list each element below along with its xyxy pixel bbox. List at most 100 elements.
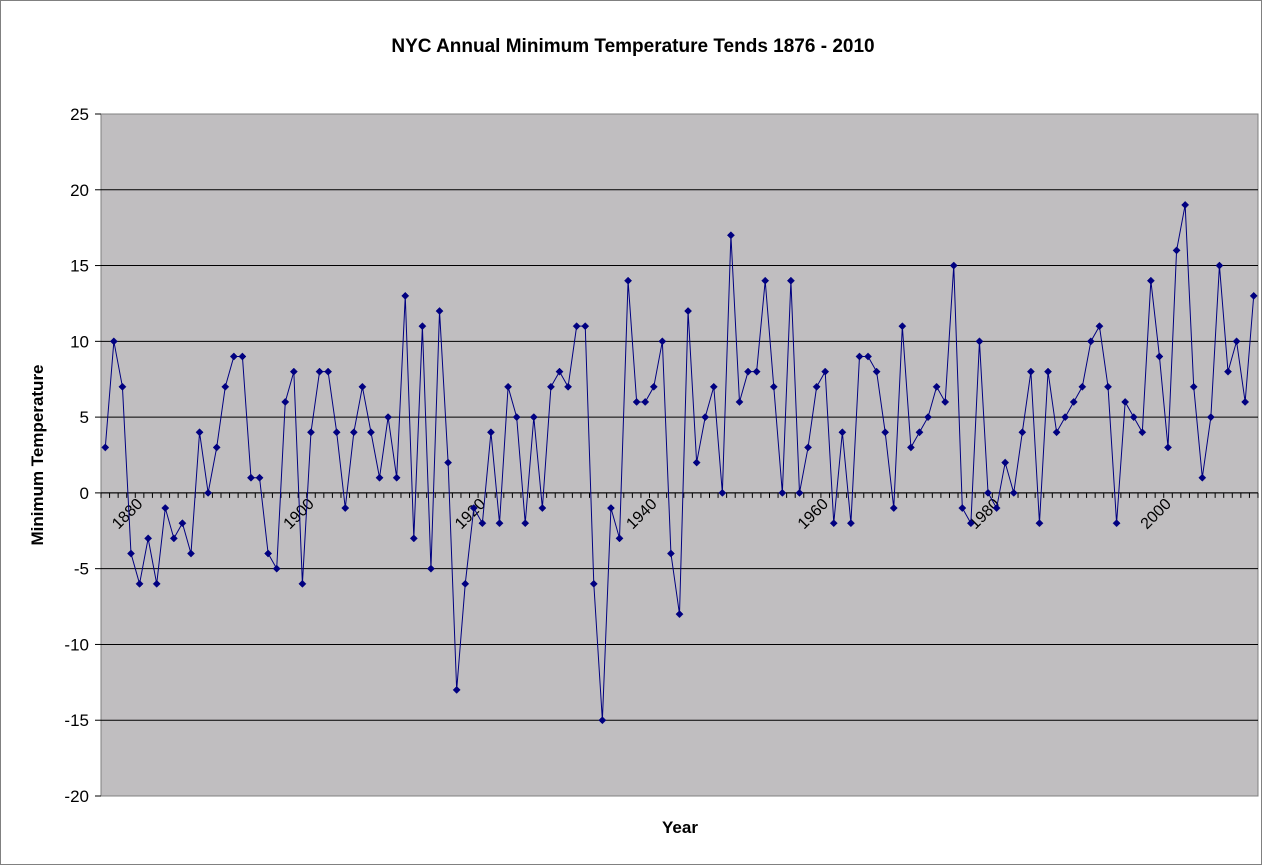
data-point bbox=[615, 534, 624, 543]
data-point bbox=[229, 352, 238, 361]
data-point bbox=[1241, 398, 1250, 406]
data-point bbox=[435, 307, 444, 315]
data-point bbox=[992, 504, 1001, 512]
data-point bbox=[401, 291, 410, 300]
data-point bbox=[332, 428, 341, 437]
plot-area bbox=[100, 113, 1259, 797]
data-point bbox=[135, 579, 144, 588]
data-point bbox=[178, 519, 187, 528]
data-point bbox=[187, 549, 195, 558]
x-axis-title: Year bbox=[662, 818, 698, 837]
data-point bbox=[358, 382, 367, 391]
data-point bbox=[1069, 398, 1078, 406]
data-point bbox=[649, 382, 658, 391]
data-point bbox=[1018, 428, 1027, 437]
y-axis-title: Minimum Temperature bbox=[28, 364, 47, 545]
data-point bbox=[975, 337, 984, 346]
chart-title: NYC Annual Minimum Temperature Tends 187… bbox=[391, 36, 874, 57]
data-point bbox=[161, 504, 170, 512]
data-point bbox=[469, 504, 478, 512]
data-point bbox=[684, 307, 693, 315]
data-point bbox=[127, 549, 135, 558]
data-point bbox=[1172, 246, 1181, 255]
data-point bbox=[752, 367, 761, 376]
data-point bbox=[109, 337, 118, 346]
data-point bbox=[281, 398, 290, 406]
data-point bbox=[624, 276, 633, 285]
data-point bbox=[795, 488, 804, 497]
data-point bbox=[255, 473, 264, 482]
data-point bbox=[238, 352, 247, 361]
data-point bbox=[1181, 200, 1190, 209]
data-point bbox=[144, 534, 153, 543]
data-point bbox=[829, 519, 838, 528]
data-point bbox=[641, 398, 650, 406]
data-point bbox=[744, 367, 753, 376]
y-tick-label: -15 bbox=[64, 711, 89, 730]
y-tick-label: 10 bbox=[70, 332, 89, 351]
y-tick-label: -5 bbox=[74, 560, 89, 579]
data-point bbox=[392, 473, 401, 482]
data-point bbox=[572, 322, 581, 331]
data-point bbox=[349, 428, 358, 437]
data-point bbox=[1078, 382, 1087, 391]
data-point bbox=[666, 549, 675, 558]
data-point bbox=[1189, 382, 1198, 391]
data-point bbox=[958, 504, 967, 512]
series-line bbox=[101, 200, 1258, 725]
data-point bbox=[949, 261, 958, 270]
data-point bbox=[915, 428, 924, 437]
data-point bbox=[1129, 413, 1138, 422]
data-point bbox=[838, 428, 847, 437]
data-point bbox=[521, 519, 530, 528]
y-tick-label: 20 bbox=[70, 181, 89, 200]
data-point bbox=[1052, 428, 1061, 437]
data-point bbox=[718, 488, 727, 497]
data-point bbox=[1112, 519, 1121, 528]
data-point bbox=[375, 473, 384, 482]
data-point bbox=[1035, 519, 1044, 528]
data-point bbox=[1215, 261, 1224, 270]
data-point bbox=[1249, 291, 1258, 300]
data-point bbox=[1232, 337, 1241, 346]
data-point bbox=[1206, 413, 1215, 422]
data-point bbox=[1086, 337, 1095, 346]
data-point bbox=[898, 322, 907, 331]
data-point bbox=[1009, 488, 1018, 497]
data-point bbox=[152, 579, 161, 588]
data-point bbox=[512, 413, 521, 422]
data-point bbox=[692, 458, 701, 467]
data-point bbox=[1146, 276, 1155, 285]
data-point bbox=[812, 382, 821, 391]
data-point bbox=[589, 579, 598, 588]
data-point bbox=[169, 534, 178, 543]
data-point bbox=[1104, 382, 1112, 391]
data-point bbox=[881, 428, 890, 437]
data-point bbox=[289, 367, 298, 376]
data-point bbox=[367, 428, 375, 437]
data-point bbox=[315, 367, 324, 376]
data-point bbox=[658, 337, 667, 346]
data-point bbox=[564, 382, 573, 391]
data-point bbox=[478, 519, 487, 528]
data-point bbox=[486, 428, 495, 437]
data-point bbox=[1061, 413, 1070, 422]
data-point bbox=[212, 443, 221, 452]
data-point bbox=[1095, 322, 1104, 331]
data-point bbox=[118, 382, 127, 391]
data-point bbox=[1121, 398, 1130, 406]
data-point bbox=[1155, 352, 1164, 361]
data-point bbox=[427, 564, 435, 573]
data-point bbox=[247, 473, 255, 482]
data-point bbox=[932, 382, 941, 391]
data-point bbox=[701, 413, 710, 422]
data-point bbox=[195, 428, 204, 437]
data-point bbox=[581, 322, 590, 331]
data-point bbox=[1198, 473, 1207, 482]
data-point bbox=[341, 504, 350, 512]
data-point bbox=[1001, 458, 1010, 467]
data-point bbox=[855, 352, 864, 361]
y-tick-label: 25 bbox=[70, 105, 89, 124]
data-point bbox=[906, 443, 915, 452]
